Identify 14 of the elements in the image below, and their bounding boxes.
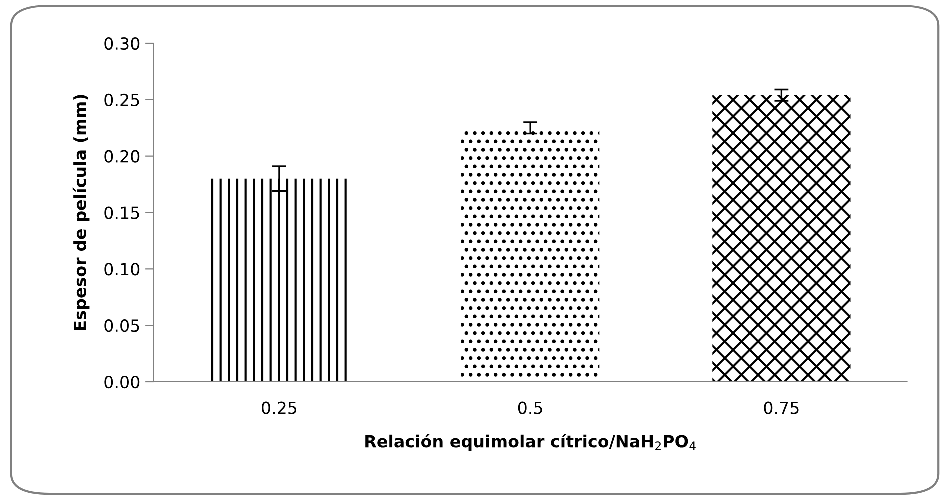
- x-tick-label: 0.5: [518, 402, 542, 414]
- x-axis-title: Relación equimolar cítrico/NaH$_{2}$PO$_{4}$: [366, 434, 696, 452]
- y-axis-title: Espesor de película (mm): [72, 95, 90, 330]
- y-tick-label: 0.00: [104, 376, 140, 389]
- y-tick-label: 0.05: [104, 320, 140, 332]
- y-tick-label: 0.20: [104, 150, 140, 163]
- bar: [712, 95, 851, 382]
- bar: [210, 178, 349, 382]
- x-tick-label: 0.75: [764, 402, 799, 414]
- y-tick-label: 0.30: [104, 37, 140, 50]
- x-tick-label: 0.25: [262, 402, 297, 414]
- y-tick-label: 0.15: [104, 206, 140, 220]
- y-tick-label: 0.25: [104, 94, 140, 106]
- y-tick-label: 0.10: [104, 263, 140, 276]
